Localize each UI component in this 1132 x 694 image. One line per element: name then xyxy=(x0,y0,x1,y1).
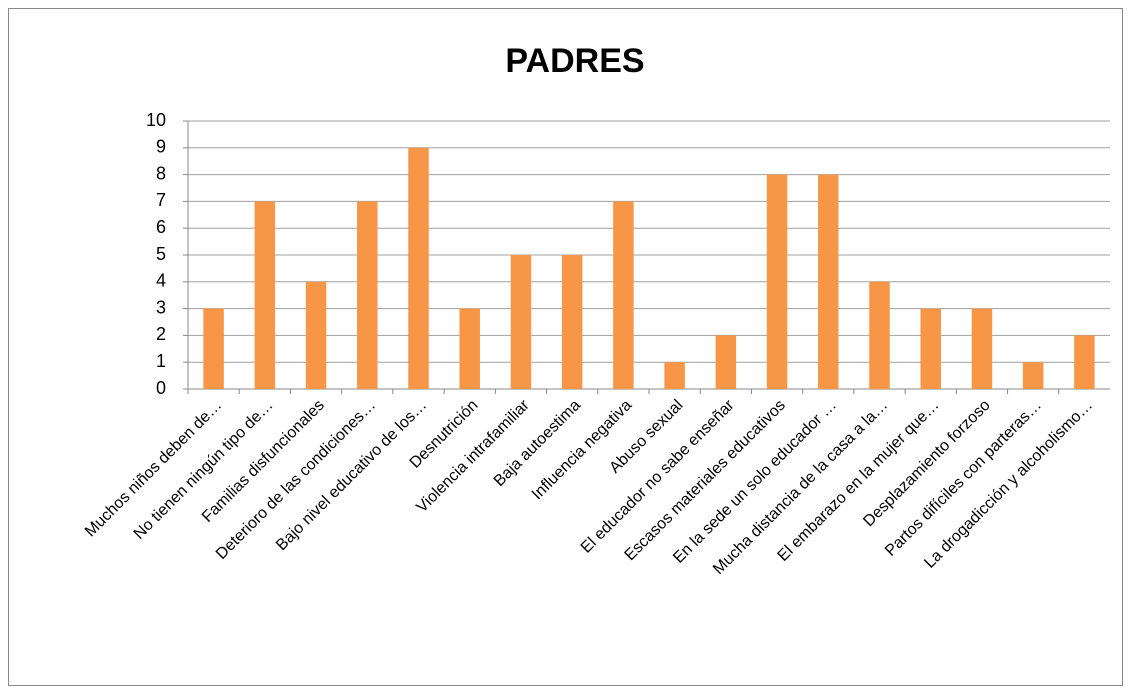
bar xyxy=(357,201,378,389)
chart-title: PADRES xyxy=(505,42,644,80)
bar xyxy=(920,308,941,389)
y-tick-label: 5 xyxy=(156,244,166,264)
y-tick-label: 0 xyxy=(156,378,166,398)
bar xyxy=(203,308,224,389)
bar xyxy=(766,174,788,389)
bar xyxy=(510,255,532,389)
y-tick-label: 4 xyxy=(156,271,166,291)
bar xyxy=(459,308,480,389)
y-tick-label: 7 xyxy=(156,190,166,210)
bar xyxy=(869,281,890,389)
bar xyxy=(971,308,993,389)
bar xyxy=(818,174,839,389)
bar xyxy=(715,335,737,389)
bar xyxy=(1022,362,1044,389)
bar xyxy=(664,362,685,389)
bar xyxy=(613,201,634,389)
bar xyxy=(408,147,429,389)
bar xyxy=(305,281,327,389)
y-tick-label: 1 xyxy=(156,351,166,371)
bar xyxy=(1074,335,1095,389)
y-tick-label: 6 xyxy=(156,217,166,237)
y-tick-label: 2 xyxy=(156,324,166,344)
y-tick-label: 10 xyxy=(146,110,166,130)
y-tick-label: 3 xyxy=(156,297,166,317)
bar xyxy=(561,255,583,389)
y-tick-label: 9 xyxy=(156,137,166,157)
y-tick-label: 8 xyxy=(156,163,166,183)
bar xyxy=(254,201,276,389)
